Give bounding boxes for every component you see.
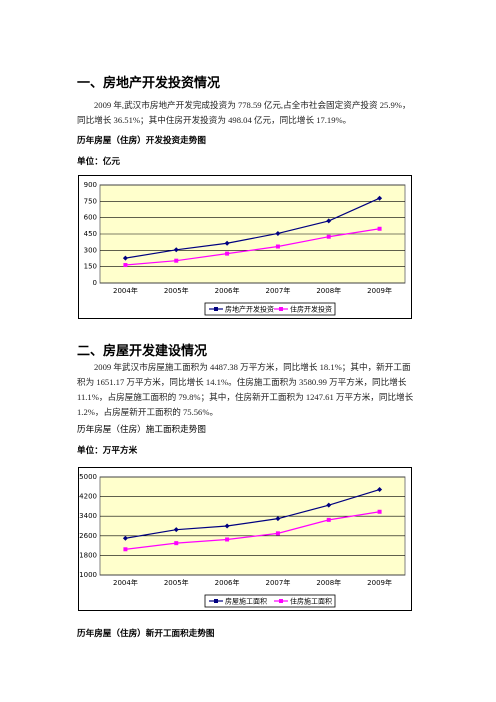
marker bbox=[326, 502, 332, 508]
y-tick-label: 1000 bbox=[79, 571, 97, 579]
marker bbox=[377, 226, 382, 231]
marker bbox=[225, 537, 230, 542]
legend-marker bbox=[214, 599, 218, 603]
unit: 单位：万平方米 bbox=[77, 446, 138, 456]
legend-label: 住房开发投资 bbox=[290, 305, 332, 314]
y-tick-label: 150 bbox=[84, 263, 97, 271]
heading: 二、房屋开发建设情况 bbox=[77, 344, 208, 359]
marker bbox=[173, 527, 179, 533]
series-line bbox=[125, 511, 380, 550]
marker bbox=[377, 509, 382, 514]
paragraph: 2009 年,武汉市房地产开发完成投资为 778.59 亿元,占全市社会固定资产… bbox=[77, 100, 411, 125]
caption: 历年房屋（住房）施工面积走势图 bbox=[77, 424, 206, 434]
x-tick-label: 2007年 bbox=[266, 286, 291, 295]
marker bbox=[122, 535, 128, 541]
y-tick-label: 2600 bbox=[79, 532, 97, 540]
y-tick-label: 3400 bbox=[79, 512, 97, 520]
x-tick-label: 2007年 bbox=[266, 578, 291, 587]
marker bbox=[174, 258, 179, 263]
series-line bbox=[125, 197, 380, 259]
x-tick-label: 2008年 bbox=[316, 578, 341, 587]
y-tick-label: 600 bbox=[84, 214, 97, 222]
y-tick-label: 450 bbox=[84, 230, 97, 238]
marker bbox=[122, 255, 128, 261]
marker bbox=[326, 234, 331, 239]
marker bbox=[275, 531, 280, 536]
marker bbox=[173, 247, 179, 253]
series-line bbox=[125, 228, 380, 266]
marker bbox=[326, 218, 332, 224]
heading: 一、房地产开发投资情况 bbox=[77, 76, 221, 91]
marker bbox=[224, 523, 230, 529]
paragraph: 2009 年武汉市房屋施工面积为 4487.38 万平方米，同比增长 18.1%… bbox=[77, 362, 414, 417]
marker bbox=[225, 251, 230, 256]
caption: 历年房屋（住房）开发投资走势图 bbox=[77, 136, 206, 146]
marker bbox=[275, 244, 280, 249]
legend-marker bbox=[279, 599, 283, 603]
y-tick-label: 4200 bbox=[79, 493, 97, 501]
legend-marker bbox=[214, 307, 218, 311]
legend-label: 房屋施工面积 bbox=[225, 597, 267, 606]
marker bbox=[326, 517, 331, 522]
y-tick-label: 300 bbox=[84, 246, 97, 254]
x-tick-label: 2004年 bbox=[113, 286, 138, 295]
x-tick-label: 2009年 bbox=[367, 286, 392, 295]
marker bbox=[275, 516, 281, 522]
y-tick-label: 5000 bbox=[79, 473, 97, 481]
plot-area bbox=[99, 476, 406, 576]
x-tick-label: 2009年 bbox=[367, 578, 392, 587]
marker bbox=[123, 547, 128, 552]
marker bbox=[123, 263, 128, 268]
legend-label: 住房施工面积 bbox=[290, 597, 332, 606]
caption: 历年房屋（住房）新开工面积走势图 bbox=[77, 629, 215, 639]
chart: 1000 1800 2600 3400 4200 5000 2004年 2005年 2006年 2… bbox=[78, 467, 412, 611]
marker bbox=[377, 195, 383, 201]
unit: 单位：亿元 bbox=[77, 157, 120, 167]
y-tick-label: 900 bbox=[84, 181, 97, 189]
x-tick-label: 2005年 bbox=[164, 286, 189, 295]
chart: 0 150 300 450 600 750 900 2004年 2005年 2006年 2007年 2… bbox=[78, 175, 412, 319]
y-tick-label: 0 bbox=[93, 279, 97, 287]
x-tick-label: 2006年 bbox=[215, 578, 240, 587]
series-line bbox=[125, 488, 380, 539]
legend-label: 房地产开发投资 bbox=[225, 305, 274, 314]
x-tick-label: 2005年 bbox=[164, 578, 189, 587]
legend-marker bbox=[279, 307, 283, 311]
marker bbox=[174, 541, 179, 546]
x-tick-label: 2006年 bbox=[215, 286, 240, 295]
x-tick-label: 2004年 bbox=[113, 578, 138, 587]
x-tick-label: 2008年 bbox=[316, 286, 341, 295]
legend bbox=[204, 594, 336, 608]
y-tick-label: 750 bbox=[84, 197, 97, 205]
legend bbox=[204, 302, 336, 316]
marker bbox=[275, 230, 281, 236]
marker bbox=[377, 487, 383, 493]
y-tick-label: 1800 bbox=[79, 551, 97, 559]
marker bbox=[224, 240, 230, 246]
